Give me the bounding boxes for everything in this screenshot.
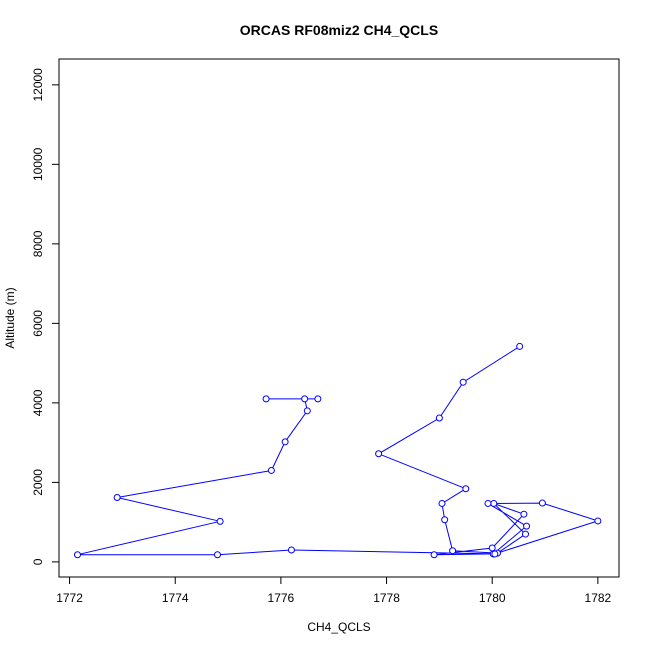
chart-title: ORCAS RF08miz2 CH4_QCLS xyxy=(240,22,438,38)
data-point xyxy=(491,550,499,558)
data-point xyxy=(281,438,289,446)
data-point xyxy=(267,466,275,474)
data-point xyxy=(488,544,496,552)
data-point xyxy=(262,395,270,403)
x-tick-label: 1772 xyxy=(56,591,83,605)
data-point xyxy=(516,342,524,350)
x-tick-label: 1778 xyxy=(373,591,400,605)
data-point xyxy=(287,546,295,554)
data-point xyxy=(520,510,528,518)
data-point xyxy=(594,517,602,525)
x-axis: 1772 1774 1776 1778 1780 1782 xyxy=(56,576,612,605)
y-tick-label: 10000 xyxy=(31,147,45,181)
data-point xyxy=(216,517,224,525)
data-point xyxy=(438,499,446,507)
data-point xyxy=(213,551,221,559)
x-tick-label: 1780 xyxy=(479,591,506,605)
data-point xyxy=(303,407,311,415)
data-point xyxy=(462,485,470,493)
data-point xyxy=(113,493,121,501)
x-tick-label: 1774 xyxy=(162,591,189,605)
y-axis-label: Altitude (m) xyxy=(3,287,17,348)
x-tick-label: 1782 xyxy=(585,591,612,605)
y-tick-label: 4000 xyxy=(31,389,45,416)
data-point xyxy=(490,499,498,507)
x-tick-label: 1776 xyxy=(268,591,295,605)
data-point xyxy=(441,516,449,524)
data-point xyxy=(484,499,492,507)
y-tick-label: 2000 xyxy=(31,469,45,496)
y-tick-label: 8000 xyxy=(31,230,45,257)
x-axis-label: CH4_QCLS xyxy=(307,620,370,634)
data-point xyxy=(449,547,457,555)
y-axis: 0 2000 4000 6000 8000 10000 12000 xyxy=(31,68,60,565)
data-point xyxy=(523,522,531,530)
data-point xyxy=(435,414,443,422)
data-point xyxy=(430,551,438,559)
y-tick-label: 0 xyxy=(31,558,45,565)
data-point xyxy=(375,450,383,458)
y-tick-label: 6000 xyxy=(31,310,45,337)
data-point xyxy=(521,530,529,538)
data-point xyxy=(459,378,467,386)
series-layer xyxy=(73,342,602,559)
data-point xyxy=(73,551,81,559)
data-point xyxy=(538,499,546,507)
data-point xyxy=(301,395,309,403)
y-tick-label: 12000 xyxy=(31,68,45,102)
data-point xyxy=(314,395,322,403)
